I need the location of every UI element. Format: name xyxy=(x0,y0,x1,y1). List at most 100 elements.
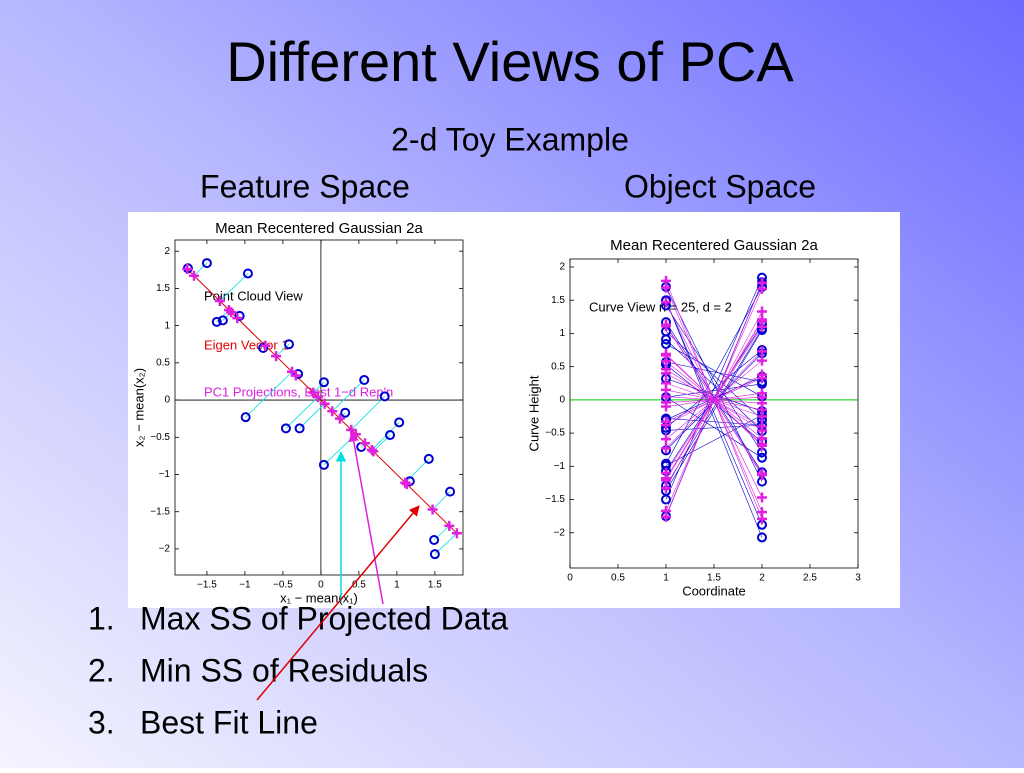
x-tick-label: 0 xyxy=(318,580,324,591)
plus-marker xyxy=(401,479,412,490)
plus-marker xyxy=(444,520,455,531)
curve xyxy=(665,343,763,397)
residual xyxy=(285,396,319,429)
curve xyxy=(665,329,763,492)
plus-marker xyxy=(451,528,462,539)
residual xyxy=(434,533,458,555)
curve xyxy=(665,300,763,525)
y-tick-label: 2 xyxy=(164,246,170,257)
y-tick-label: −0.5 xyxy=(545,428,565,439)
x-tick-label: 1.5 xyxy=(428,580,442,591)
y-tick-label: 1 xyxy=(164,320,170,331)
data-point xyxy=(283,339,294,350)
data-point xyxy=(318,459,329,470)
plus-marker xyxy=(661,368,671,379)
plus-marker xyxy=(260,340,271,351)
plus-marker xyxy=(359,438,370,449)
curve xyxy=(665,300,763,538)
residual xyxy=(404,458,430,483)
y-tick-label: −2 xyxy=(159,544,171,555)
plus-marker xyxy=(400,477,411,488)
data-point xyxy=(394,417,405,428)
annotation: PC1 Projections, Best 1−d Rep'n xyxy=(204,384,393,399)
plus-marker xyxy=(757,492,767,503)
y-tick-label: −1 xyxy=(554,461,566,472)
data-point xyxy=(379,391,390,402)
curve xyxy=(665,280,763,519)
curve xyxy=(665,324,763,472)
data-point xyxy=(242,268,253,279)
plus-marker xyxy=(661,297,671,308)
list-item: Best Fit Line xyxy=(140,704,318,740)
data-point xyxy=(294,423,305,434)
data-point xyxy=(661,334,671,345)
data-point xyxy=(280,423,291,434)
x-tick-label: 3 xyxy=(855,573,861,584)
curve xyxy=(665,305,763,453)
residual xyxy=(351,396,386,431)
plus-marker xyxy=(319,398,330,409)
y-tick-label: −1 xyxy=(159,469,171,480)
y-tick-label: −1.5 xyxy=(150,506,170,517)
plus-marker xyxy=(661,443,671,454)
y-tick-label: 0 xyxy=(164,395,170,406)
header: Object Space xyxy=(624,168,816,204)
curve xyxy=(665,418,763,426)
plus-marker xyxy=(757,346,767,357)
plus-marker xyxy=(661,420,671,431)
data-point xyxy=(258,342,269,353)
annotation: Curve View n = 25, d = 2 xyxy=(589,299,732,314)
x-tick-label: 0.5 xyxy=(611,573,625,584)
list-number: 2. xyxy=(88,652,115,688)
y-axis-label: Curve Height xyxy=(526,375,541,451)
plus-marker xyxy=(334,413,345,424)
data-point xyxy=(240,412,251,423)
residual xyxy=(275,343,290,357)
x-tick-label: −1 xyxy=(239,580,251,591)
curve xyxy=(665,376,763,421)
x-tick-label: 1 xyxy=(394,580,400,591)
curve xyxy=(665,378,763,412)
residual xyxy=(299,403,325,429)
curve xyxy=(665,364,763,442)
plus-marker xyxy=(757,411,767,422)
plus-marker xyxy=(271,351,282,362)
y-tick-label: 0.5 xyxy=(551,361,565,372)
plus-marker xyxy=(757,388,767,399)
data-point xyxy=(359,374,370,385)
chart-title: Mean Recentered Gaussian 2a xyxy=(215,220,423,237)
plus-marker xyxy=(757,369,767,380)
plus-marker xyxy=(188,270,199,281)
charts: Mean Recentered Gaussian 2a −1.5 −1 −0.5 0 0.… xyxy=(131,220,861,605)
data-point xyxy=(445,486,456,497)
curve xyxy=(665,349,763,429)
data-point xyxy=(234,310,245,321)
curve xyxy=(665,383,763,398)
residual xyxy=(193,262,208,277)
data-point xyxy=(385,430,396,441)
plus-marker xyxy=(661,378,671,389)
data-point xyxy=(340,407,351,418)
x-tick-label: −1.5 xyxy=(197,580,217,591)
plot-area xyxy=(174,239,464,576)
data-point xyxy=(429,535,440,546)
residual xyxy=(332,379,365,412)
y-tick-label: 0 xyxy=(559,395,565,406)
x-axis-label: Coordinate xyxy=(682,583,746,598)
data-point xyxy=(318,377,329,388)
list-number: 3. xyxy=(88,704,115,740)
plus-marker xyxy=(757,355,767,366)
plus-marker xyxy=(661,275,671,286)
x-tick-label: 0 xyxy=(567,573,573,584)
y-tick-label: −2 xyxy=(554,527,566,538)
subtitle: 2-d Toy Example xyxy=(391,121,629,157)
plus-marker xyxy=(661,467,671,478)
plus-marker xyxy=(232,313,243,324)
curve xyxy=(665,361,763,383)
data-point xyxy=(201,258,212,269)
residual xyxy=(313,381,325,393)
plus-marker xyxy=(661,321,671,332)
plus-marker xyxy=(757,513,767,524)
